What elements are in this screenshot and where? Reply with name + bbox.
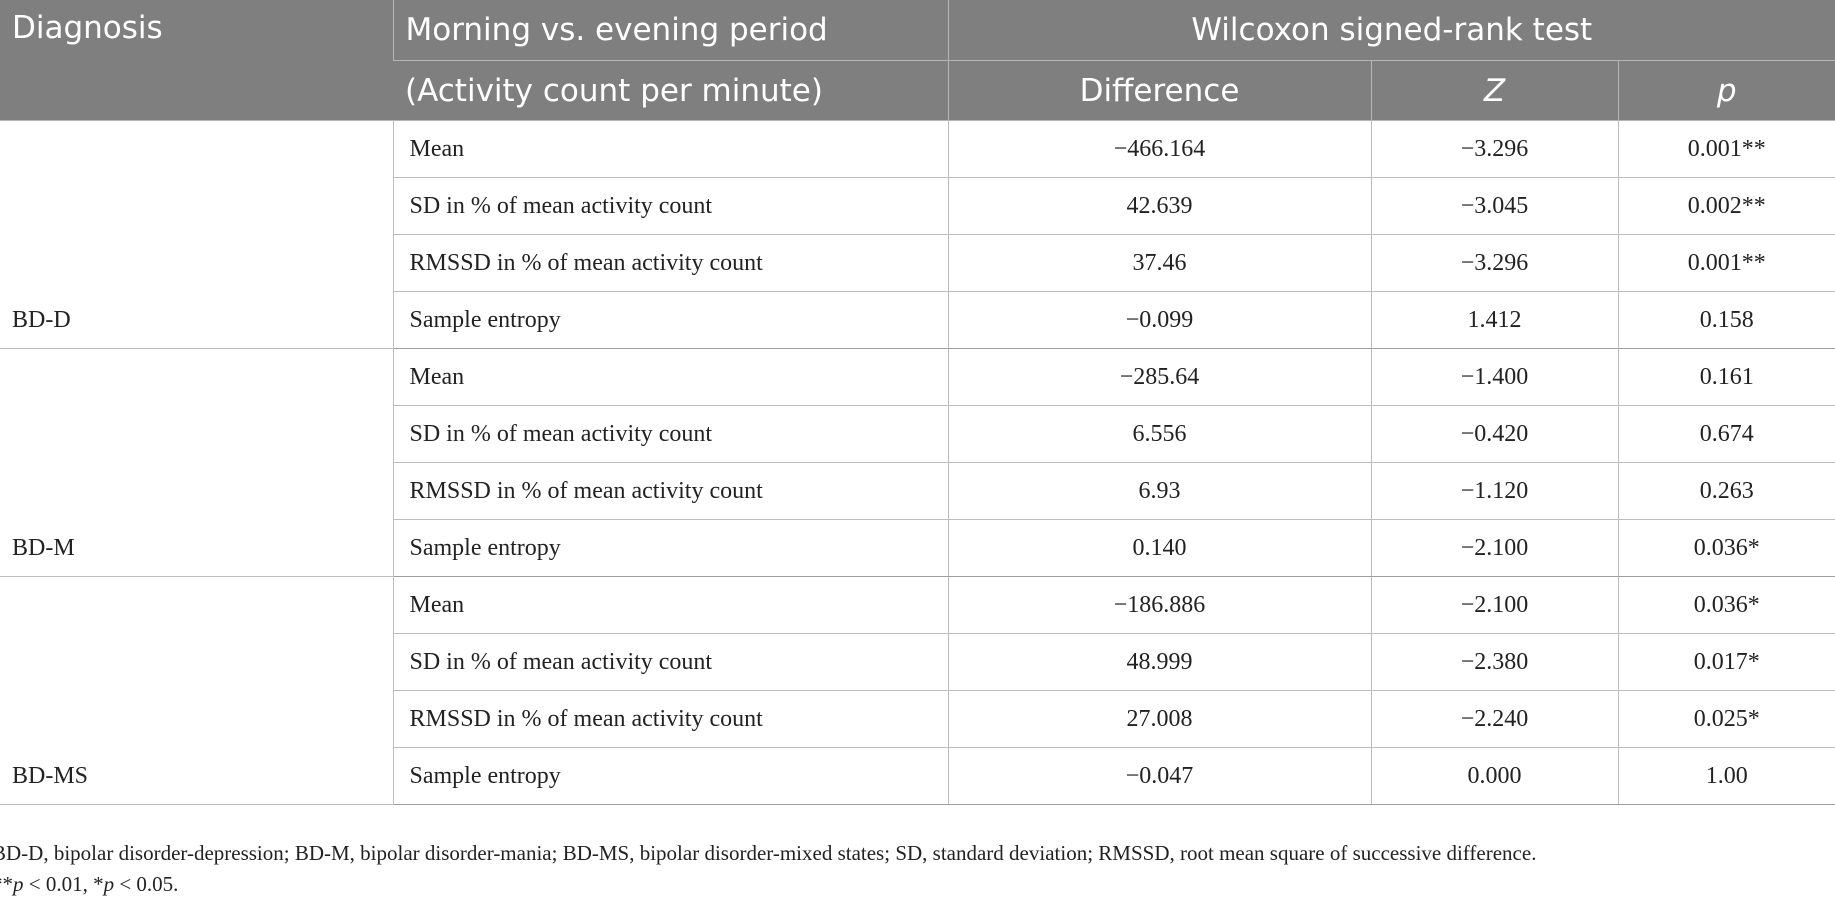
measure-cell: SD in % of mean activity count — [392, 633, 948, 691]
difference-cell: 6.556 — [947, 405, 1371, 463]
header-diagnosis: Diagnosis — [0, 0, 393, 121]
difference-cell: 27.008 — [947, 690, 1371, 748]
measure-cell: Mean — [392, 348, 948, 406]
p-cell: 0.263 — [1617, 462, 1835, 520]
difference-cell: −0.099 — [947, 291, 1371, 349]
measure-cell: Sample entropy — [392, 747, 948, 805]
difference-cell: 42.639 — [947, 177, 1371, 235]
measure-cell: RMSSD in % of mean activity count — [392, 462, 948, 520]
z-cell: −3.296 — [1370, 234, 1618, 292]
footnote-sig-mid: < 0.01, * — [23, 872, 104, 896]
footnote-p-symbol: p — [103, 872, 115, 896]
p-cell: 0.158 — [1617, 291, 1835, 349]
z-cell: −1.120 — [1370, 462, 1618, 520]
z-cell: −1.400 — [1370, 348, 1618, 406]
diagnosis-cell: BD-D — [0, 120, 393, 349]
header-row-1: Diagnosis Morning vs. evening period Wil… — [0, 0, 1835, 121]
header-morning-evening: Morning vs. evening period — [392, 0, 948, 61]
difference-cell: −466.164 — [947, 120, 1371, 178]
table-row: SD in % of mean activity count 48.999 −2… — [0, 633, 1835, 691]
header-wilcoxon: Wilcoxon signed-rank test — [947, 0, 1835, 61]
p-cell: 0.036* — [1617, 519, 1835, 577]
measure-cell: SD in % of mean activity count — [392, 405, 948, 463]
measure-cell: Sample entropy — [392, 519, 948, 577]
difference-cell: 6.93 — [947, 462, 1371, 520]
header-p: p — [1617, 60, 1835, 121]
table-row: RMSSD in % of mean activity count 6.93 −… — [0, 462, 1835, 520]
z-cell: −2.240 — [1370, 690, 1618, 748]
z-cell: −3.045 — [1370, 177, 1618, 235]
difference-cell: −0.047 — [947, 747, 1371, 805]
table-row: Sample entropy −0.099 1.412 0.158 — [0, 291, 1835, 349]
z-cell: −0.420 — [1370, 405, 1618, 463]
p-cell: 0.001** — [1617, 120, 1835, 178]
diagnosis-cell: BD-MS — [0, 576, 393, 805]
table-row: RMSSD in % of mean activity count 37.46 … — [0, 234, 1835, 292]
z-cell: −3.296 — [1370, 120, 1618, 178]
z-cell: −2.100 — [1370, 519, 1618, 577]
table-row: RMSSD in % of mean activity count 27.008… — [0, 690, 1835, 748]
table-row: BD-MS Mean −186.886 −2.100 0.036* — [0, 576, 1835, 805]
measure-cell: RMSSD in % of mean activity count — [392, 234, 948, 292]
p-cell: 1.00 — [1617, 747, 1835, 805]
p-cell: 0.001** — [1617, 234, 1835, 292]
z-cell: 1.412 — [1370, 291, 1618, 349]
p-cell: 0.017* — [1617, 633, 1835, 691]
table-body: BD-D Mean −466.164 −3.296 0.001** SD in … — [0, 120, 1835, 805]
table-row: SD in % of mean activity count 42.639 −3… — [0, 177, 1835, 235]
table-row: BD-D Mean −466.164 −3.296 0.001** — [0, 120, 1835, 349]
footnote-abbreviations: BD-D, bipolar disorder-depression; BD-M,… — [0, 841, 1537, 865]
header-row-2: (Activity count per minute) Difference Z… — [0, 60, 1835, 121]
measure-cell: RMSSD in % of mean activity count — [392, 690, 948, 748]
z-cell: −2.380 — [1370, 633, 1618, 691]
difference-cell: 0.140 — [947, 519, 1371, 577]
difference-cell: −186.886 — [947, 576, 1371, 634]
table-footnotes: BD-D, bipolar disorder-depression; BD-M,… — [0, 838, 1832, 900]
footnote-sig-end: < 0.05. — [114, 872, 179, 896]
difference-cell: 37.46 — [947, 234, 1371, 292]
diagnosis-cell: BD-M — [0, 348, 393, 577]
z-cell: 0.000 — [1370, 747, 1618, 805]
p-cell: 0.161 — [1617, 348, 1835, 406]
footnote-significance: **p < 0.01, *p < 0.05. — [0, 869, 1832, 900]
z-cell: −2.100 — [1370, 576, 1618, 634]
p-cell: 0.002** — [1617, 177, 1835, 235]
table-row: Sample entropy −0.047 0.000 1.00 — [0, 747, 1835, 805]
table-row: Sample entropy 0.140 −2.100 0.036* — [0, 519, 1835, 577]
results-table: Diagnosis Morning vs. evening period Wil… — [0, 0, 1835, 805]
header-activity-count: (Activity count per minute) — [393, 60, 948, 121]
table-header: Diagnosis Morning vs. evening period Wil… — [0, 0, 1835, 121]
footnote-p-symbol: p — [13, 872, 24, 896]
header-z: Z — [1370, 60, 1618, 121]
measure-cell: Mean — [392, 576, 948, 634]
footnote-sig-prefix: ** — [0, 872, 13, 896]
p-cell: 0.025* — [1617, 690, 1835, 748]
measure-cell: Sample entropy — [392, 291, 948, 349]
p-cell: 0.674 — [1617, 405, 1835, 463]
header-difference: Difference — [947, 60, 1371, 121]
measure-cell: Mean — [392, 120, 948, 178]
measure-cell: SD in % of mean activity count — [392, 177, 948, 235]
p-cell: 0.036* — [1617, 576, 1835, 634]
difference-cell: −285.64 — [947, 348, 1371, 406]
difference-cell: 48.999 — [947, 633, 1371, 691]
table-row: SD in % of mean activity count 6.556 −0.… — [0, 405, 1835, 463]
table-row: BD-M Mean −285.64 −1.400 0.161 — [0, 348, 1835, 577]
